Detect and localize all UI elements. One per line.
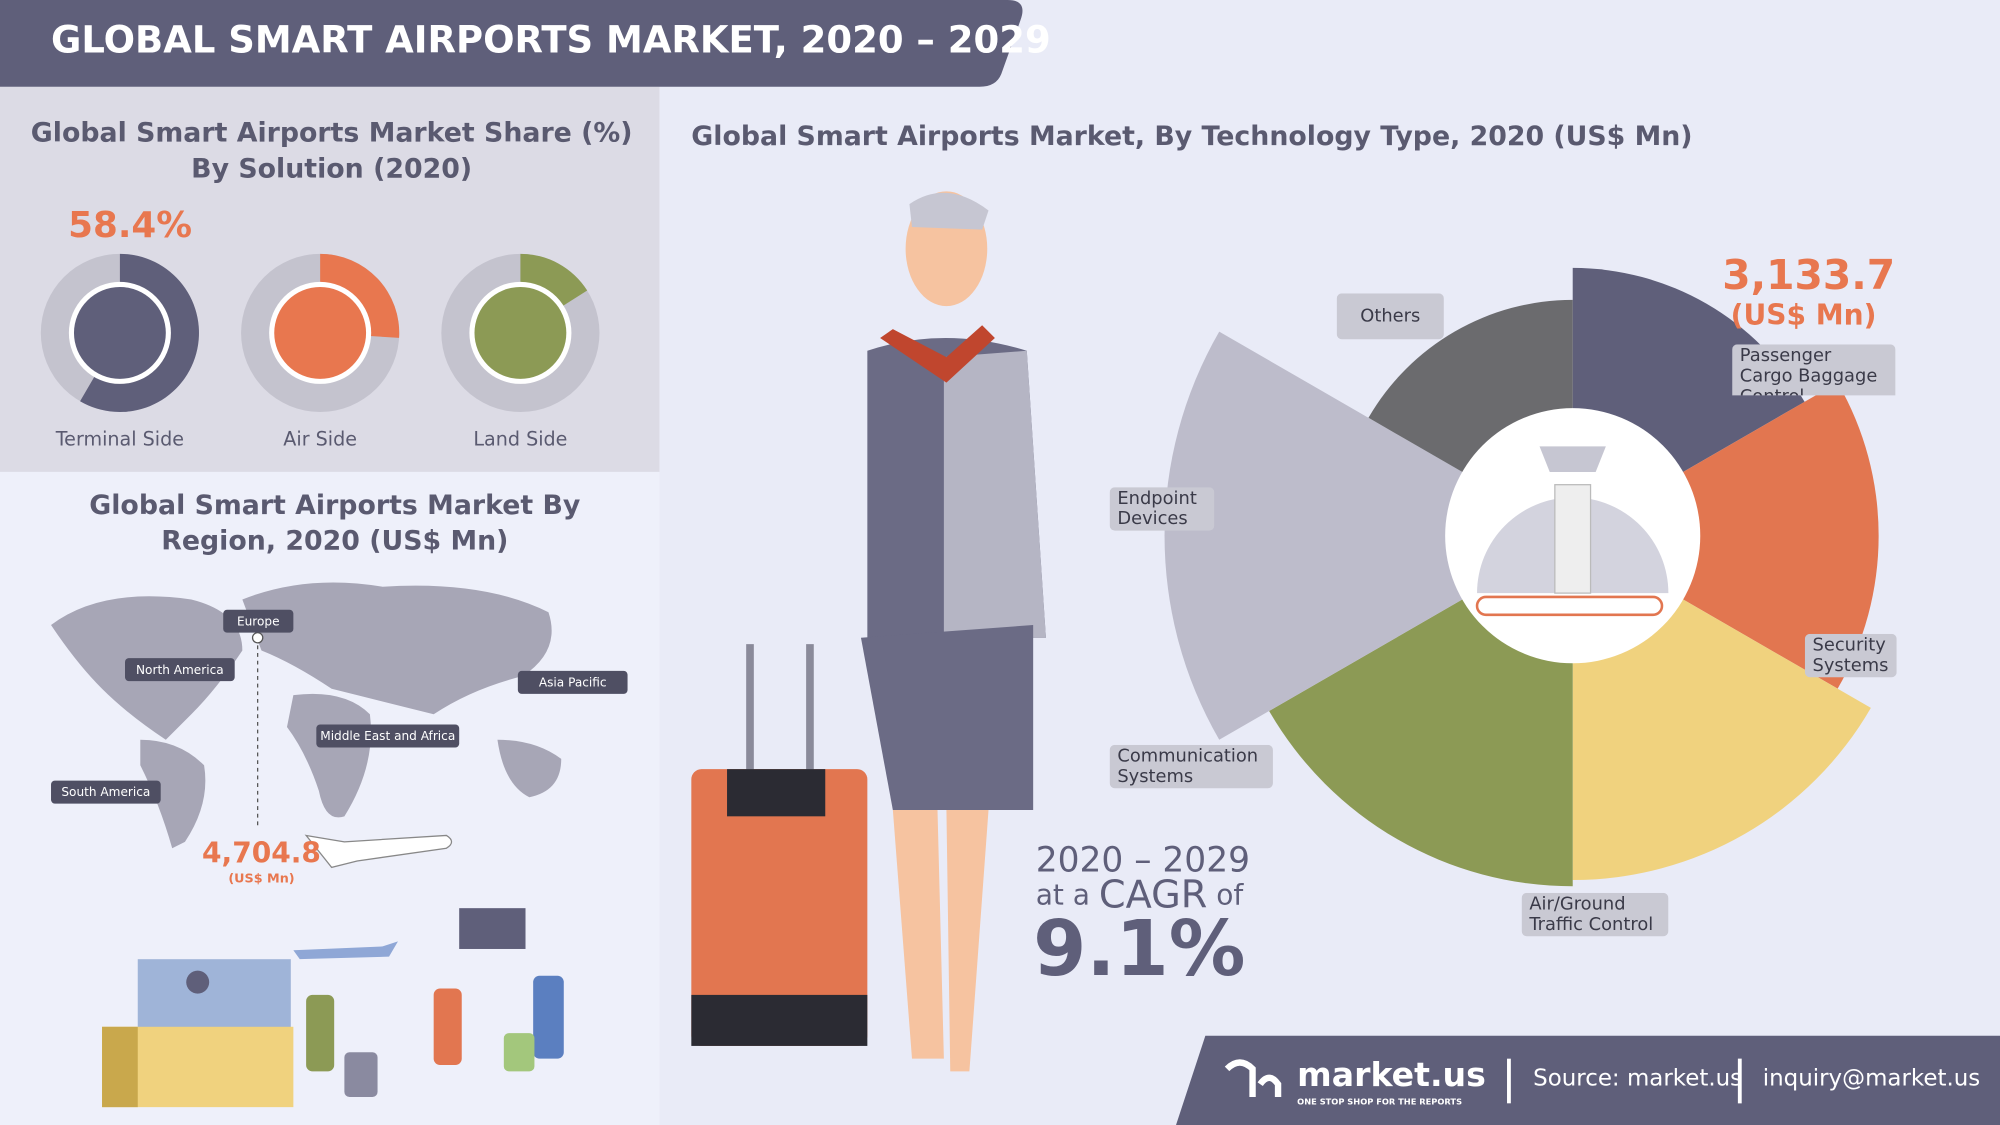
- sector-label-box: Security Systems: [1804, 633, 1897, 678]
- region-title-box: Global Smart Airports Market By Region, …: [89, 489, 581, 557]
- donut-core: [474, 286, 567, 379]
- region-tag-bg: [316, 724, 460, 748]
- plane-icon: [304, 834, 453, 869]
- tower-cab: [1539, 446, 1606, 472]
- cagr-word: CAGR: [1099, 872, 1207, 917]
- cagr-period: 2020 – 2029: [1036, 841, 1250, 881]
- footer-brand: market.us: [1297, 1055, 1486, 1094]
- sector-label: Communication Systems: [1109, 744, 1273, 789]
- cagr-prefix: at a: [1036, 879, 1090, 912]
- region-tag-bg: [125, 658, 235, 682]
- footer-source: Source: market.us: [1533, 1066, 1742, 1092]
- sector-label-box: Passenger Cargo Baggage Control: [1732, 344, 1896, 396]
- region-unit: (US$ Mn): [228, 871, 294, 886]
- airport-scene: [102, 908, 564, 1108]
- donut-label: Air Side: [283, 428, 357, 451]
- cagr-value: 9.1%: [1033, 905, 1245, 994]
- footer-email: inquiry@market.us: [1763, 1066, 1981, 1092]
- sector-label-box: Others: [1336, 293, 1444, 340]
- region-tag: South America: [61, 785, 150, 799]
- sector-unit: (US$ Mn): [1731, 298, 1877, 331]
- sector-value-label: 3,133.7: [1722, 251, 1895, 299]
- plane: [1475, 595, 1664, 617]
- region-tag: Middle East and Africa: [320, 729, 455, 743]
- chart-title: Global Smart Airports Market, By Technol…: [691, 121, 1692, 152]
- map-pin: [251, 632, 264, 644]
- region-tag-bg: [223, 609, 294, 633]
- donut-value-label: 58.4%: [68, 205, 192, 246]
- footer-band: [1176, 1035, 2000, 1125]
- footer-tagline: ONE STOP SHOP FOR THE REPORTS: [1297, 1097, 1462, 1107]
- sector-label: Air/Ground Traffic Control: [1521, 892, 1669, 937]
- sector-label-box: Endpoint Devices: [1109, 487, 1215, 531]
- attendant-illustration: [691, 191, 1046, 1072]
- donut-core: [274, 286, 367, 379]
- cagr-line: at a CAGR of: [1036, 872, 1245, 917]
- region-tag-bg: [51, 780, 161, 804]
- sector-label: Endpoint Devices: [1109, 487, 1215, 531]
- sector-label: Security Systems: [1804, 633, 1897, 678]
- donut-label: Terminal Side: [55, 428, 184, 451]
- region-title: Global Smart Airports Market By Region, …: [89, 489, 581, 557]
- region-tag: Asia Pacific: [539, 676, 607, 690]
- page-title: GLOBAL SMART AIRPORTS MARKET, 2020 – 202…: [51, 19, 1051, 62]
- region-tag: Europe: [237, 614, 280, 628]
- tower: [1554, 484, 1592, 594]
- donut-label: Land Side: [473, 428, 567, 451]
- cagr-suffix: of: [1216, 879, 1244, 912]
- sector-label: Others: [1336, 293, 1444, 340]
- sector-label: Passenger Cargo Baggage Control: [1732, 344, 1896, 396]
- polar-sector: [1164, 331, 1573, 740]
- region-value: 4,704.8: [202, 837, 321, 870]
- region-tag-bg: [517, 670, 628, 694]
- polar-sector: [1572, 382, 1879, 689]
- donut-core: [73, 286, 166, 379]
- sector-label-box: Communication Systems: [1109, 744, 1273, 789]
- chart-title: Global Smart Airports Market Share (%) B…: [30, 117, 633, 184]
- header-band: [0, 0, 1023, 87]
- region-tag: North America: [136, 663, 224, 677]
- world-map: [51, 582, 562, 849]
- brand-logo: [1224, 1059, 1282, 1097]
- chart-title-box: Global Smart Airports Market Share (%) B…: [30, 117, 633, 184]
- sector-label-box: Air/Ground Traffic Control: [1521, 892, 1669, 937]
